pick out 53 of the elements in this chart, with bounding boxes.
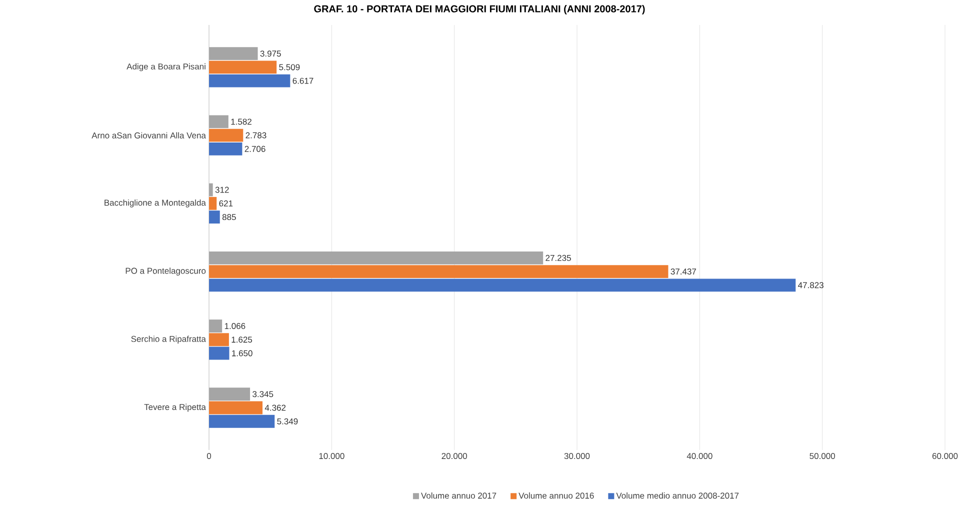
- bar: [209, 320, 222, 332]
- bar: [209, 142, 242, 156]
- bar: [209, 401, 263, 414]
- bar: [209, 47, 258, 60]
- bar: [209, 128, 244, 142]
- bar: [209, 251, 544, 264]
- bar: [209, 414, 275, 428]
- x-tick-label: 60.000: [932, 453, 958, 460]
- y-tick-label: Arno aSan Giovanni Alla Vena: [92, 132, 206, 138]
- legend-label: Volume annuo 2016: [518, 492, 594, 499]
- legend-label: Volume medio annuo 2008-2017: [616, 492, 739, 499]
- bar: [209, 333, 229, 346]
- data-label: 37.437: [670, 268, 696, 275]
- data-label: 1.582: [231, 118, 252, 125]
- data-label: 5.509: [279, 64, 300, 70]
- data-label: 27.235: [546, 254, 571, 261]
- y-tick-label: Tevere a Ripetta: [144, 404, 206, 412]
- bar: [209, 196, 217, 210]
- data-label: 3.975: [260, 50, 281, 57]
- data-label: 312: [215, 186, 229, 193]
- bar: [209, 183, 213, 196]
- bar: [209, 265, 668, 278]
- data-label: 2.783: [246, 132, 266, 138]
- y-tick-label: Adige a Boara Pisani: [126, 63, 206, 72]
- data-label: 47.823: [798, 282, 824, 288]
- data-label: 3.345: [252, 391, 274, 398]
- x-tick-label: 50.000: [810, 453, 835, 460]
- y-tick-label: PO a Pontelagoscuro: [126, 268, 206, 276]
- y-tick-label: Serchio a Ripafratta: [131, 336, 206, 344]
- x-tick-label: 10.000: [319, 453, 344, 460]
- data-label: 621: [219, 200, 233, 206]
- data-label: 5.349: [277, 418, 298, 424]
- data-label: 2.706: [244, 146, 266, 152]
- bar: [209, 278, 796, 292]
- x-tick-label: 20.000: [442, 453, 467, 460]
- bar: [209, 74, 290, 88]
- x-tick-label: 0: [206, 453, 212, 460]
- data-label: 1.066: [224, 323, 246, 330]
- data-label: 1.625: [232, 336, 252, 343]
- bar: [209, 388, 250, 401]
- y-tick-label: Bacchiglione a Montegalda: [104, 199, 206, 208]
- data-label: 4.362: [264, 404, 286, 411]
- legend-label: Volume annuo 2017: [421, 492, 496, 499]
- bar: [209, 115, 228, 128]
- bar: [209, 60, 277, 74]
- data-label: 1.650: [232, 350, 252, 356]
- chart-title: GRAF. 10 - PORTATA DEI MAGGIORI FIUMI ITALIANI (ANNI 2008-2017): [314, 5, 645, 14]
- bar: [209, 210, 220, 224]
- x-tick-label: 30.000: [564, 453, 590, 460]
- data-label: 885: [222, 214, 236, 220]
- x-tick-label: 40.000: [686, 453, 712, 460]
- bar: [209, 346, 230, 360]
- data-label: 6.617: [292, 78, 314, 84]
